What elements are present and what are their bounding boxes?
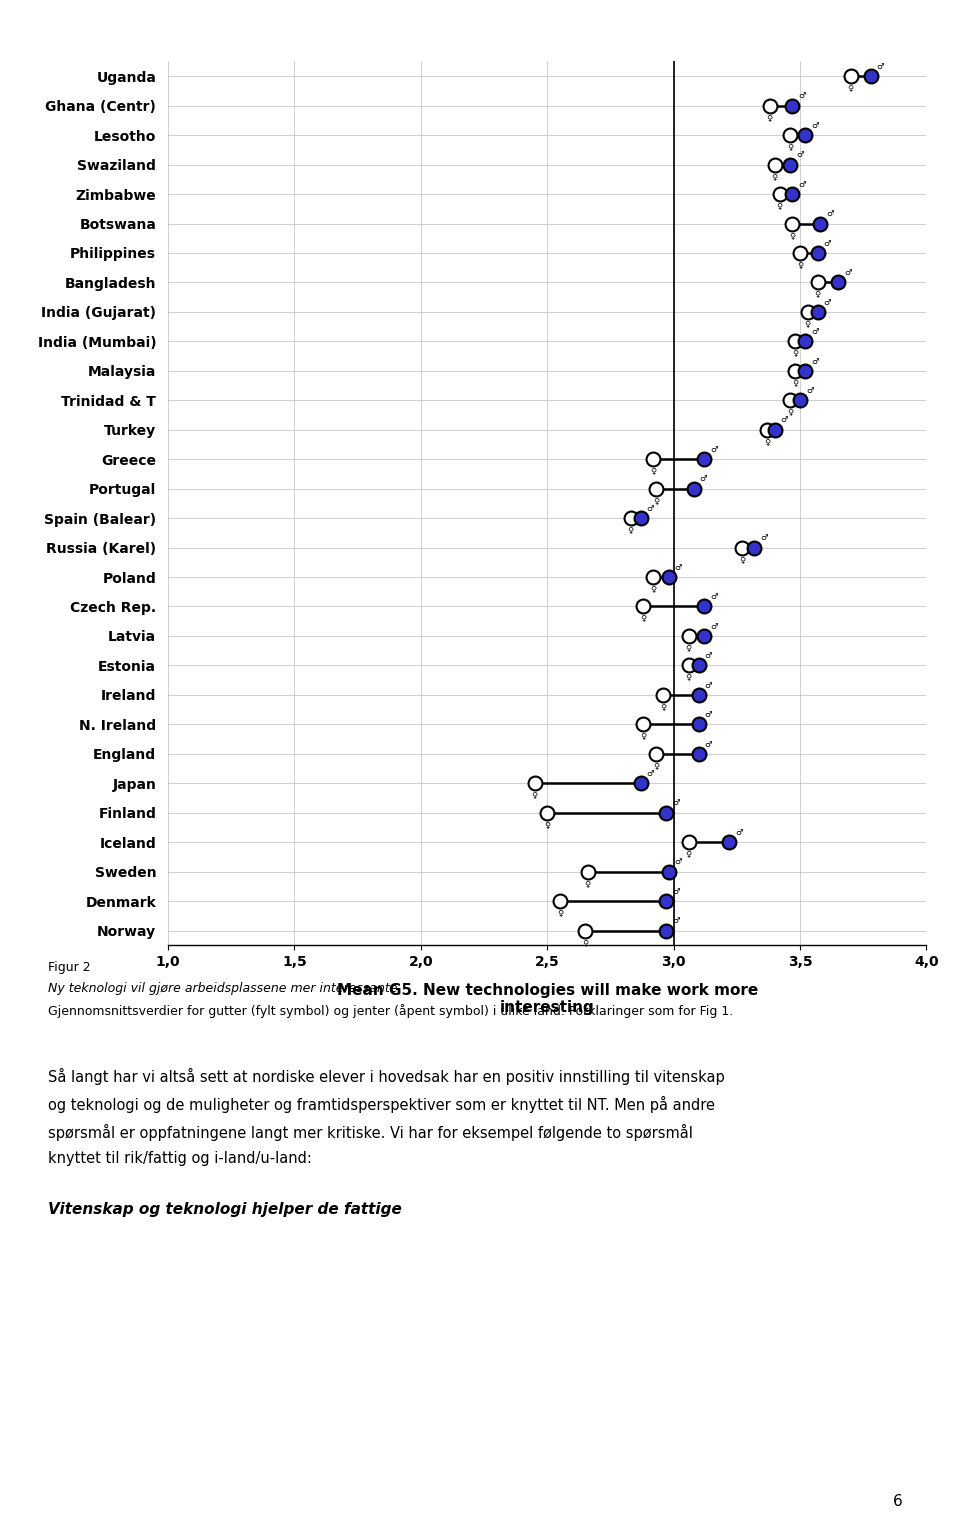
Text: ♂: ♂	[709, 621, 717, 630]
Text: ♂: ♂	[672, 887, 680, 896]
Text: ♀: ♀	[557, 908, 563, 918]
Text: ♀: ♀	[792, 378, 798, 387]
Text: ♀: ♀	[640, 732, 646, 741]
Text: ♀: ♀	[650, 467, 657, 476]
Text: ♀: ♀	[797, 261, 804, 271]
Text: ♂: ♂	[827, 209, 833, 218]
Text: Vitenskap og teknologi hjelper de fattige: Vitenskap og teknologi hjelper de fattig…	[48, 1202, 402, 1217]
Text: ♂: ♂	[780, 415, 788, 424]
Text: ♂: ♂	[799, 180, 805, 189]
Text: 6: 6	[893, 1494, 902, 1509]
Text: ♂: ♂	[705, 652, 712, 661]
Text: ♂: ♂	[876, 61, 884, 71]
Text: ♂: ♂	[824, 298, 831, 307]
Text: spørsmål er oppfatningene langt mer kritiske. Vi har for eksempel følgende to sp: spørsmål er oppfatningene langt mer krit…	[48, 1124, 693, 1140]
Text: ♂: ♂	[844, 267, 852, 277]
Text: ♀: ♀	[582, 939, 588, 947]
Text: ♀: ♀	[764, 438, 770, 447]
Text: ♂: ♂	[705, 739, 712, 749]
Text: ♀: ♀	[544, 821, 550, 830]
Text: ♂: ♂	[647, 768, 654, 778]
Text: Ny teknologi vil gjøre arbeidsplassene mer interessante.: Ny teknologi vil gjøre arbeidsplassene m…	[48, 982, 401, 994]
Text: ♂: ♂	[760, 533, 768, 543]
Text: ♂: ♂	[811, 121, 819, 131]
Text: ♂: ♂	[675, 563, 682, 572]
Text: ♂: ♂	[705, 681, 712, 690]
Text: ♀: ♀	[777, 201, 782, 211]
Text: ♂: ♂	[709, 592, 717, 601]
Text: ♂: ♂	[799, 91, 805, 100]
X-axis label: Mean G5. New technologies will make work more
interesting: Mean G5. New technologies will make work…	[337, 982, 757, 1016]
Text: ♂: ♂	[824, 238, 831, 247]
Text: ♂: ♂	[735, 828, 743, 838]
Text: ♀: ♀	[585, 879, 590, 888]
Text: ♀: ♀	[792, 349, 798, 358]
Text: ♀: ♀	[650, 586, 657, 593]
Text: Figur 2: Figur 2	[48, 961, 90, 973]
Text: ♀: ♀	[685, 850, 692, 859]
Text: ♂: ♂	[675, 858, 682, 867]
Text: ♂: ♂	[647, 504, 654, 513]
Text: ♂: ♂	[672, 798, 680, 807]
Text: ♀: ♀	[739, 555, 745, 564]
Text: ♀: ♀	[685, 644, 692, 653]
Text: ♀: ♀	[653, 762, 659, 770]
Text: ♀: ♀	[685, 673, 692, 682]
Text: ♀: ♀	[640, 615, 646, 624]
Text: ♂: ♂	[811, 357, 819, 366]
Text: ♀: ♀	[787, 409, 793, 417]
Text: ♂: ♂	[806, 386, 813, 395]
Text: ♂: ♂	[672, 916, 680, 925]
Text: ♀: ♀	[848, 85, 853, 94]
Text: knyttet til rik/fattig og i-land/u-land:: knyttet til rik/fattig og i-land/u-land:	[48, 1151, 312, 1167]
Text: ♂: ♂	[705, 710, 712, 719]
Text: ♂: ♂	[796, 151, 804, 160]
Text: Så langt har vi altså sett at nordiske elever i hovedsak har en positiv innstill: Så langt har vi altså sett at nordiske e…	[48, 1068, 725, 1085]
Text: ♀: ♀	[628, 526, 634, 535]
Text: og teknologi og de muligheter og framtidsperspektiver som er knyttet til NT. Men: og teknologi og de muligheter og framtid…	[48, 1096, 715, 1113]
Text: ♀: ♀	[767, 114, 773, 123]
Text: ♀: ♀	[660, 702, 666, 712]
Text: ♀: ♀	[789, 232, 796, 240]
Text: ♀: ♀	[653, 496, 659, 506]
Text: ♂: ♂	[811, 327, 819, 337]
Text: ♀: ♀	[787, 143, 793, 152]
Text: ♀: ♀	[815, 290, 821, 300]
Text: ♂: ♂	[700, 475, 708, 484]
Text: ♀: ♀	[532, 792, 538, 801]
Text: ♀: ♀	[804, 320, 810, 329]
Text: Gjennomsnittsverdier for gutter (fylt symbol) og jenter (åpent symbol) i ulike l: Gjennomsnittsverdier for gutter (fylt sy…	[48, 1004, 733, 1017]
Text: ♀: ♀	[772, 172, 778, 181]
Text: ♂: ♂	[709, 444, 717, 453]
